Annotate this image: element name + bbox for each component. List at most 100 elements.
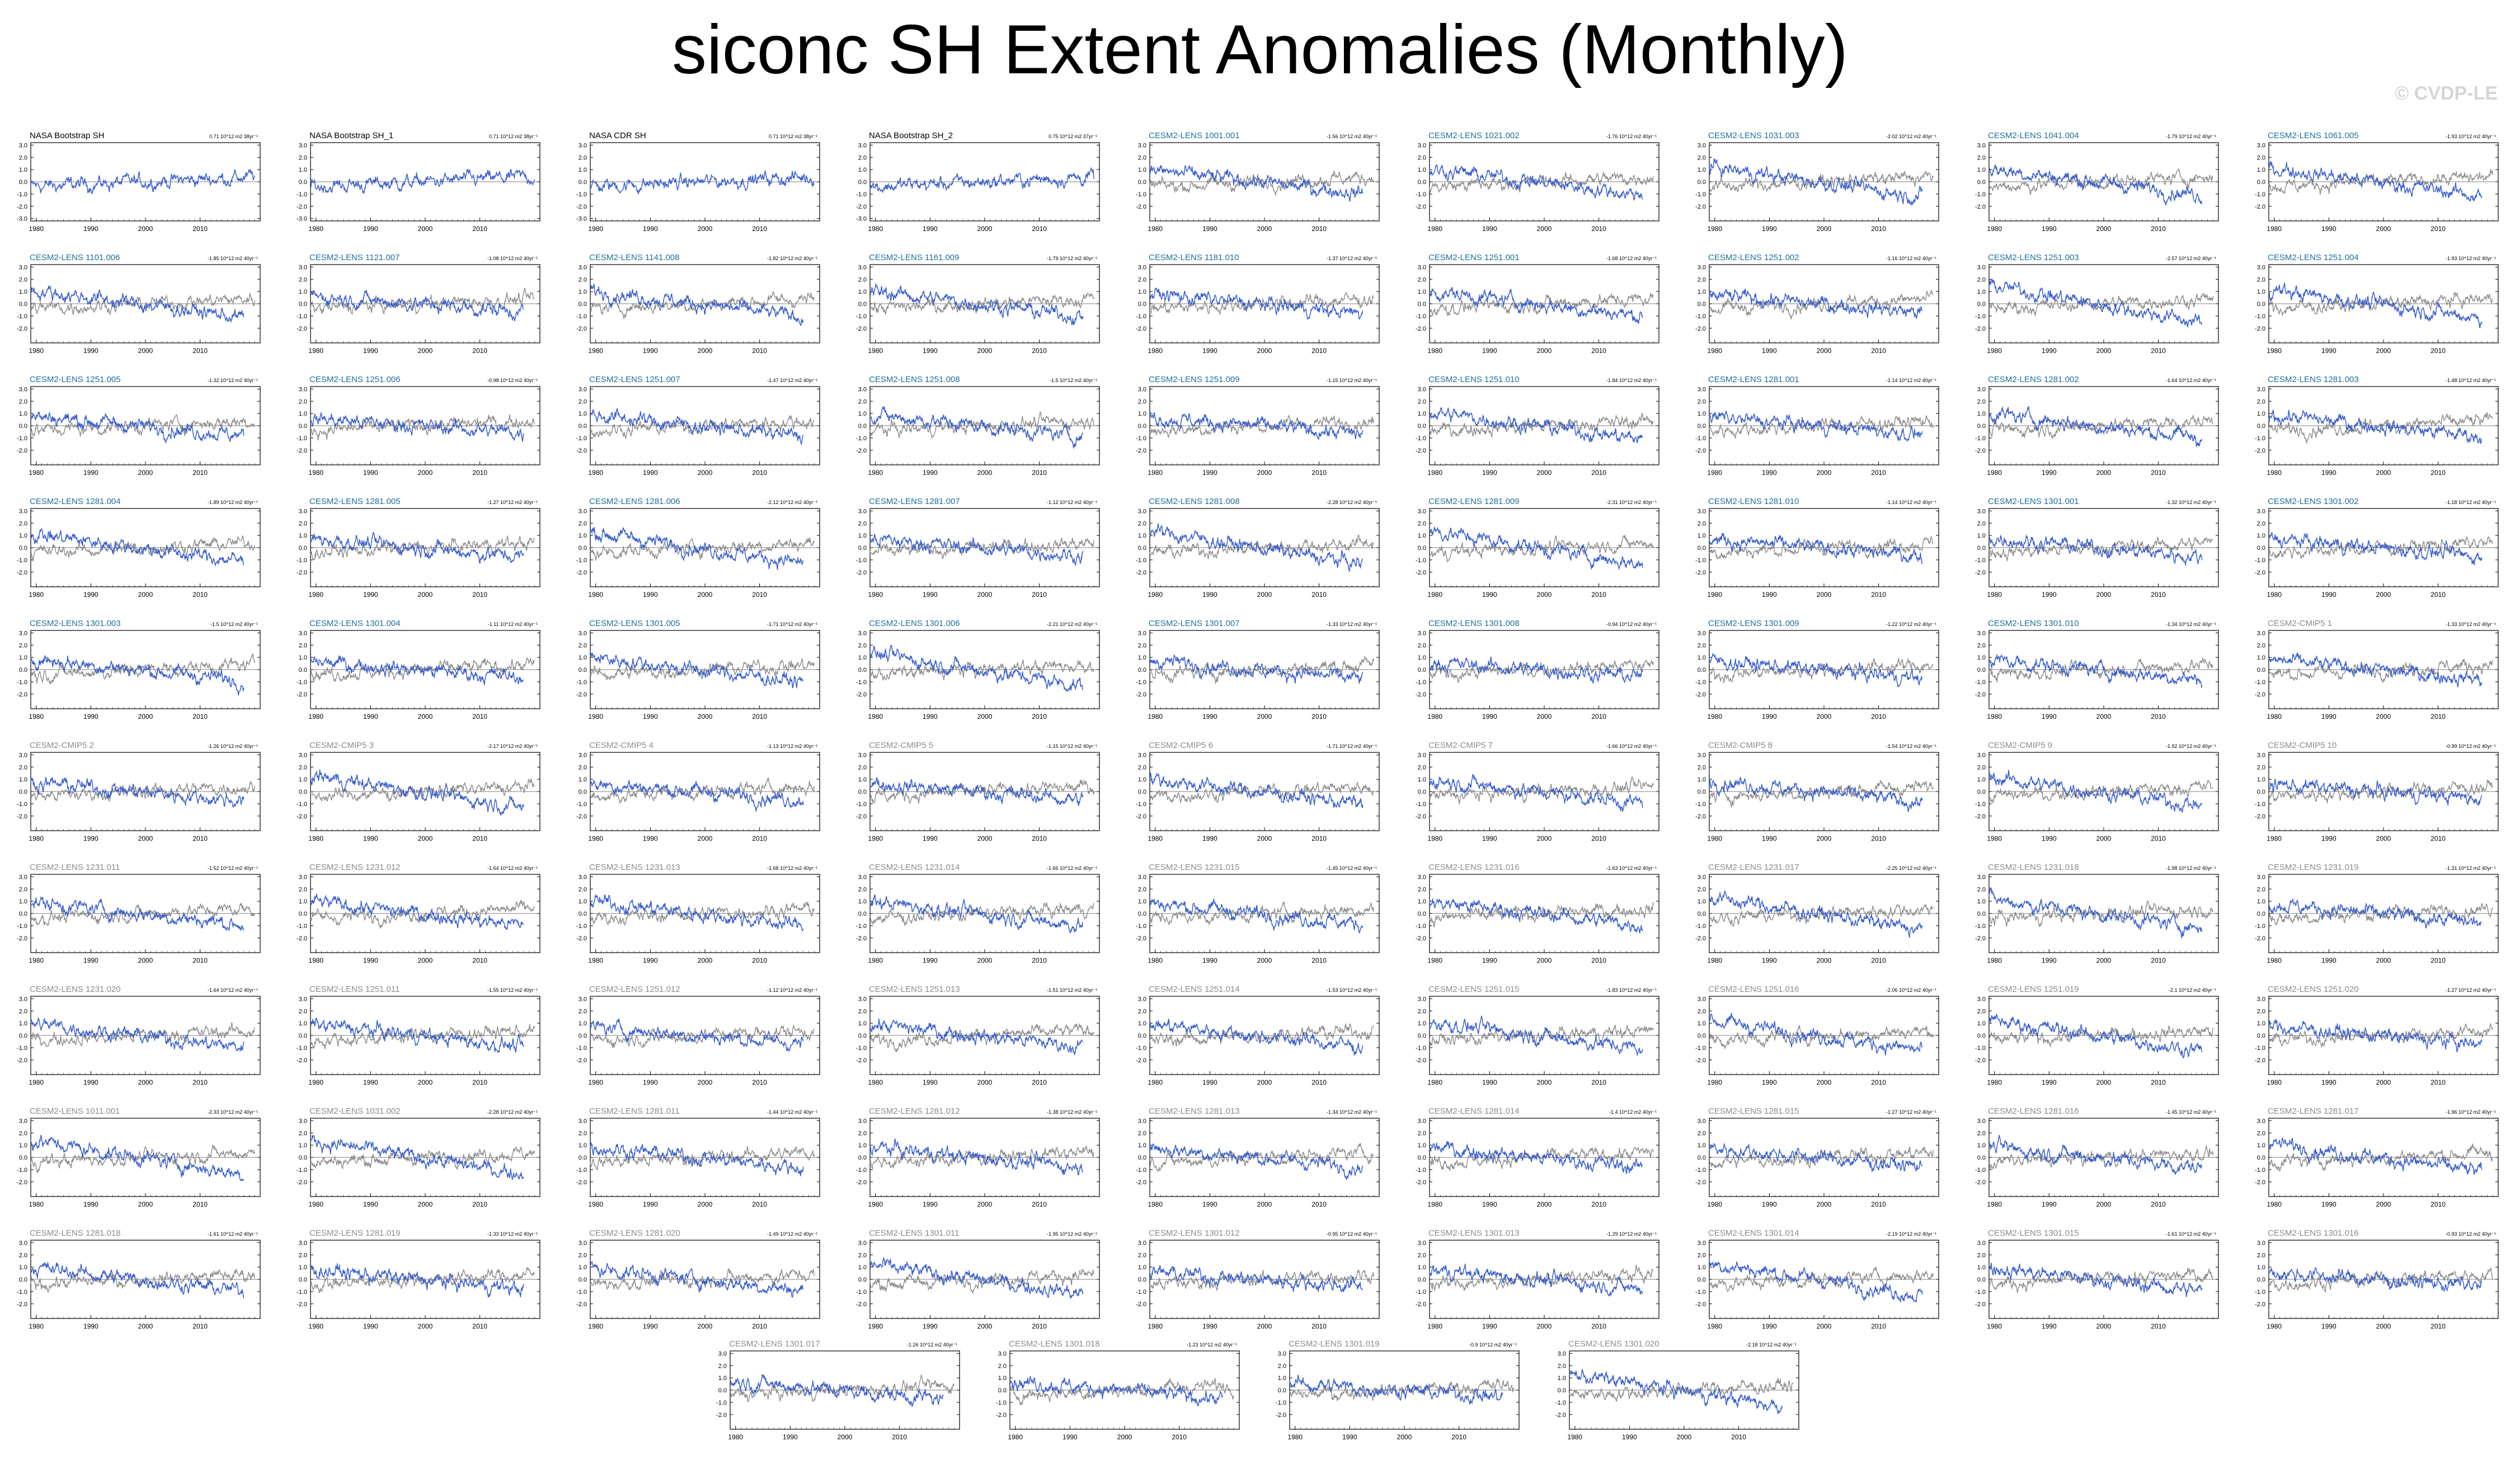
y-tick-label: 1.0 [858, 654, 867, 661]
y-tick-label: 0.0 [579, 911, 587, 917]
y-tick-label: -2.0 [1695, 204, 1706, 210]
y-tick-label: 0.0 [1138, 1033, 1146, 1039]
y-tick-label: 3.0 [19, 386, 27, 393]
y-tick-label: 3.0 [1418, 874, 1426, 880]
panel: CESM2-LENS 1281.004 -1.89 10^12 m2 40yr⁻¹… [17, 497, 261, 599]
y-tick-label: 1.0 [858, 776, 867, 783]
panel-trend-label: -1.27 10^12 m2 40yr⁻¹ [487, 500, 538, 505]
x-tick-label: 1980 [308, 347, 323, 355]
y-tick-label: -1.0 [2255, 801, 2265, 808]
y-tick-label: -2.0 [1136, 326, 1146, 332]
y-tick-label: -2.0 [1695, 691, 1706, 698]
y-tick-label: 3.0 [858, 142, 867, 149]
panel: CESM2-LENS 1021.002 -1.76 10^12 m2 40yr⁻¹… [1416, 131, 1659, 233]
x-tick-label: 2010 [1032, 713, 1047, 720]
y-tick-label: 2.0 [299, 642, 307, 649]
panel: CESM2-LENS 1251.008 -1.5 10^12 m2 40yr⁻¹ 3… [856, 375, 1100, 477]
y-tick-label: -1.0 [1975, 801, 1986, 808]
y-tick-label: -1.0 [1416, 801, 1426, 808]
x-tick-label: 1980 [1707, 957, 1722, 964]
y-tick-label: 3.0 [2257, 142, 2265, 149]
y-tick-label: 1.0 [2257, 167, 2265, 173]
y-tick-label: 2.0 [19, 886, 27, 893]
y-tick-label: -2.0 [856, 935, 867, 942]
y-tick-label: -1.0 [1695, 313, 1706, 320]
panel-trend-label: -1.33 10^12 m2 40yr⁻¹ [1327, 621, 1377, 627]
x-tick-label: 1980 [2267, 957, 2282, 964]
x-tick-label: 1990 [643, 1079, 658, 1086]
panel-trend-label: -1.11 10^12 m2 40yr⁻¹ [488, 621, 538, 627]
y-tick-label: 0.0 [1418, 301, 1426, 308]
y-tick-label: -1.0 [297, 191, 307, 198]
x-tick-label: 2010 [2151, 225, 2166, 233]
x-tick-label: 1980 [1427, 835, 1442, 842]
model-series-line [869, 282, 1084, 326]
panel-trend-label: -1.98 10^12 m2 40yr⁻¹ [2166, 865, 2216, 871]
x-tick-label: 1990 [1762, 835, 1777, 842]
y-tick-label: -2.0 [576, 569, 587, 576]
panel-title: CESM2-LENS 1251.008 [869, 375, 960, 384]
x-tick-label: 1980 [308, 469, 323, 477]
panel-title: CESM2-CMIP5 10 [2268, 741, 2336, 750]
model-series-line [590, 527, 804, 570]
model-series-line [1709, 289, 1923, 320]
x-tick-label: 2000 [1257, 713, 1272, 720]
model-series-line [2268, 161, 2483, 202]
model-series-line [590, 652, 803, 689]
y-tick-label: 3.0 [579, 142, 587, 149]
y-tick-label: 3.0 [19, 874, 27, 880]
x-tick-label: 2010 [2151, 835, 2166, 842]
panel-title: CESM2-LENS 1251.007 [589, 375, 680, 384]
panel-trend-label: -1.12 10^12 m2 40yr⁻¹ [1047, 500, 1097, 505]
y-tick-label: 2.0 [1698, 642, 1706, 649]
panel-title: CESM2-LENS 1301.003 [30, 619, 121, 628]
x-tick-label: 2010 [1311, 225, 1327, 233]
panel-title: CESM2-LENS 1301.006 [869, 619, 960, 628]
x-tick-label: 2000 [138, 713, 153, 720]
y-tick-label: -1.0 [576, 191, 587, 198]
panel: CESM2-CMIP5 4 -1.13 10^12 m2 40yr⁻¹ 3.0 2.0… [576, 741, 820, 842]
y-tick-label: 2.0 [858, 1008, 867, 1015]
y-tick-label: 3.0 [2257, 874, 2265, 880]
x-tick-label: 2000 [2376, 225, 2391, 233]
x-tick-label: 2010 [192, 591, 208, 599]
y-tick-label: 3.0 [19, 142, 27, 149]
y-tick-label: 3.0 [19, 630, 27, 637]
y-tick-label: 2.0 [579, 642, 587, 649]
x-tick-label: 1980 [308, 225, 323, 233]
obs-series-line [1988, 657, 2213, 683]
panel-title: CESM2-LENS 1231.018 [1988, 863, 2079, 872]
x-tick-label: 2010 [752, 835, 767, 842]
panel-title: CESM2-LENS 1141.008 [589, 253, 679, 262]
y-tick-label: 0.0 [299, 1033, 307, 1039]
obs-series-line [1709, 903, 1934, 927]
y-tick-label: 3.0 [858, 264, 867, 271]
x-tick-label: 2010 [192, 713, 208, 720]
y-tick-label: -1.0 [1416, 923, 1426, 930]
y-tick-label: 3.0 [1977, 386, 1986, 393]
x-tick-label: 2000 [418, 713, 433, 720]
panel: CESM2-LENS 1301.008 -0.94 10^12 m2 40yr⁻¹… [1416, 619, 1659, 720]
y-tick-label: 1.0 [1418, 654, 1426, 661]
panel-title: CESM2-CMIP5 7 [1428, 741, 1493, 750]
panel-trend-label: -1.64 10^12 m2 40yr⁻¹ [2166, 378, 2216, 383]
obs-series-line [1429, 902, 1654, 927]
x-tick-label: 2010 [192, 225, 208, 233]
y-tick-label: 3.0 [2257, 264, 2265, 271]
obs-series-line [1988, 415, 2213, 440]
y-tick-label: 2.0 [1698, 154, 1706, 161]
x-tick-label: 1980 [588, 225, 603, 233]
y-tick-label: 1.0 [19, 654, 27, 661]
obs-series-line [1149, 534, 1374, 560]
panel-title: CESM2-LENS 1301.005 [589, 619, 680, 628]
panel-title: CESM2-LENS 1251.004 [2268, 253, 2359, 262]
y-tick-label: 1.0 [19, 776, 27, 783]
x-tick-label: 1990 [2042, 347, 2057, 355]
x-tick-label: 1980 [868, 835, 883, 842]
panel: NASA Bootstrap SH 0.71 10^12 m2 38yr⁻¹ 3.0… [17, 131, 261, 233]
x-tick-label: 1990 [363, 713, 378, 720]
y-tick-label: -1.0 [576, 313, 587, 320]
panel: CESM2-LENS 1231.019 -1.31 10^12 m2 40yr⁻¹… [2255, 863, 2499, 964]
y-tick-label: 2.0 [579, 276, 587, 283]
x-tick-label: 1990 [1762, 713, 1777, 720]
